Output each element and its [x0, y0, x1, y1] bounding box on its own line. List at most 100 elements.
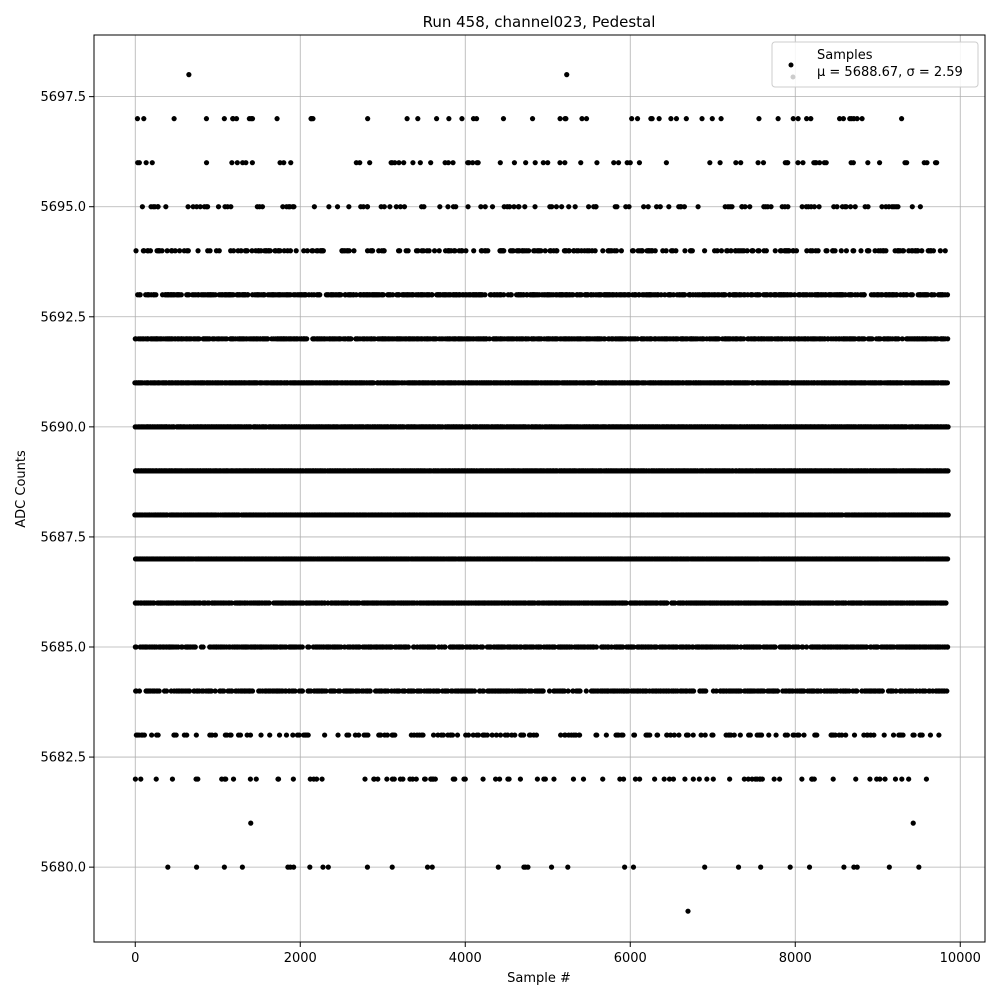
data-point: [839, 732, 845, 738]
data-point: [647, 732, 653, 738]
data-point: [452, 776, 458, 782]
data-point: [731, 732, 737, 738]
data-point: [528, 688, 535, 694]
data-point: [945, 644, 951, 650]
data-point: [871, 732, 877, 738]
data-point: [570, 776, 577, 782]
data-point: [832, 732, 838, 738]
data-point: [803, 644, 810, 650]
data-point: [690, 732, 696, 738]
data-point: [212, 688, 218, 694]
data-point: [292, 688, 298, 694]
data-point: [431, 644, 437, 650]
data-point: [506, 776, 512, 782]
data-point: [138, 776, 144, 782]
data-point: [413, 776, 419, 782]
data-point: [504, 732, 511, 738]
data-point: [922, 688, 928, 694]
data-point: [405, 644, 411, 650]
data-point: [365, 732, 371, 738]
data-point: [384, 776, 390, 782]
data-point: [186, 688, 193, 694]
data-point: [735, 864, 742, 870]
data-point: [512, 732, 518, 738]
data-point: [620, 776, 627, 782]
data-point: [296, 732, 302, 738]
data-point: [787, 864, 793, 870]
data-point: [472, 688, 478, 694]
data-point: [489, 732, 495, 738]
data-point: [899, 776, 905, 782]
data-point: [169, 776, 176, 782]
data-point: [335, 732, 341, 738]
data-point: [221, 864, 227, 870]
data-point: [542, 776, 548, 782]
data-point: [846, 688, 852, 694]
data-point: [400, 776, 406, 782]
data-point: [818, 688, 824, 694]
data-point: [141, 732, 148, 738]
data-point: [378, 732, 384, 738]
data-point: [853, 776, 859, 782]
data-point: [290, 732, 296, 738]
data-point: [685, 732, 691, 738]
data-point: [249, 688, 256, 694]
data-point: [923, 776, 930, 782]
data-point: [307, 864, 313, 870]
data-point: [637, 776, 643, 782]
data-point: [237, 732, 244, 738]
data-point: [867, 776, 873, 782]
data-point: [620, 644, 626, 650]
data-point: [440, 732, 446, 738]
data-point: [320, 864, 326, 870]
data-point: [392, 732, 398, 738]
data-point: [776, 776, 783, 782]
data-point: [410, 776, 416, 782]
data-point: [484, 732, 490, 738]
data-point: [384, 732, 390, 738]
data-point: [193, 732, 199, 738]
data-point: [800, 644, 806, 650]
data-point: [480, 644, 486, 650]
data-point: [132, 776, 139, 782]
data-point: [943, 600, 949, 606]
data-point: [432, 776, 438, 782]
data-point: [893, 688, 899, 694]
data-point: [247, 732, 254, 738]
data-point: [877, 776, 883, 782]
data-point: [480, 688, 487, 694]
data-point: [565, 864, 571, 870]
data-point: [882, 776, 888, 782]
data-point: [229, 688, 235, 694]
data-point: [900, 732, 906, 738]
data-point: [696, 776, 702, 782]
data-point: [164, 688, 170, 694]
data-point: [266, 600, 272, 606]
data-point: [192, 644, 198, 650]
data-point: [664, 600, 670, 606]
data-point: [841, 864, 847, 870]
data-point: [747, 732, 753, 738]
data-point: [886, 864, 892, 870]
data-point: [775, 688, 781, 694]
data-point: [136, 688, 143, 694]
data-point: [540, 688, 546, 694]
data-point: [495, 864, 501, 870]
data-point: [319, 776, 325, 782]
data-point: [267, 732, 273, 738]
data-point: [496, 776, 503, 782]
data-point: [766, 732, 772, 738]
data-point: [745, 776, 751, 782]
data-point: [375, 776, 381, 782]
data-point: [371, 776, 377, 782]
data-point: [193, 864, 200, 870]
data-point: [771, 776, 777, 782]
data-point: [806, 864, 813, 870]
data-point: [462, 776, 468, 782]
data-point: [367, 688, 373, 694]
data-point: [603, 732, 609, 738]
data-point: [710, 776, 716, 782]
data-point: [221, 688, 227, 694]
data-point: [480, 776, 486, 782]
data-point: [594, 732, 600, 738]
